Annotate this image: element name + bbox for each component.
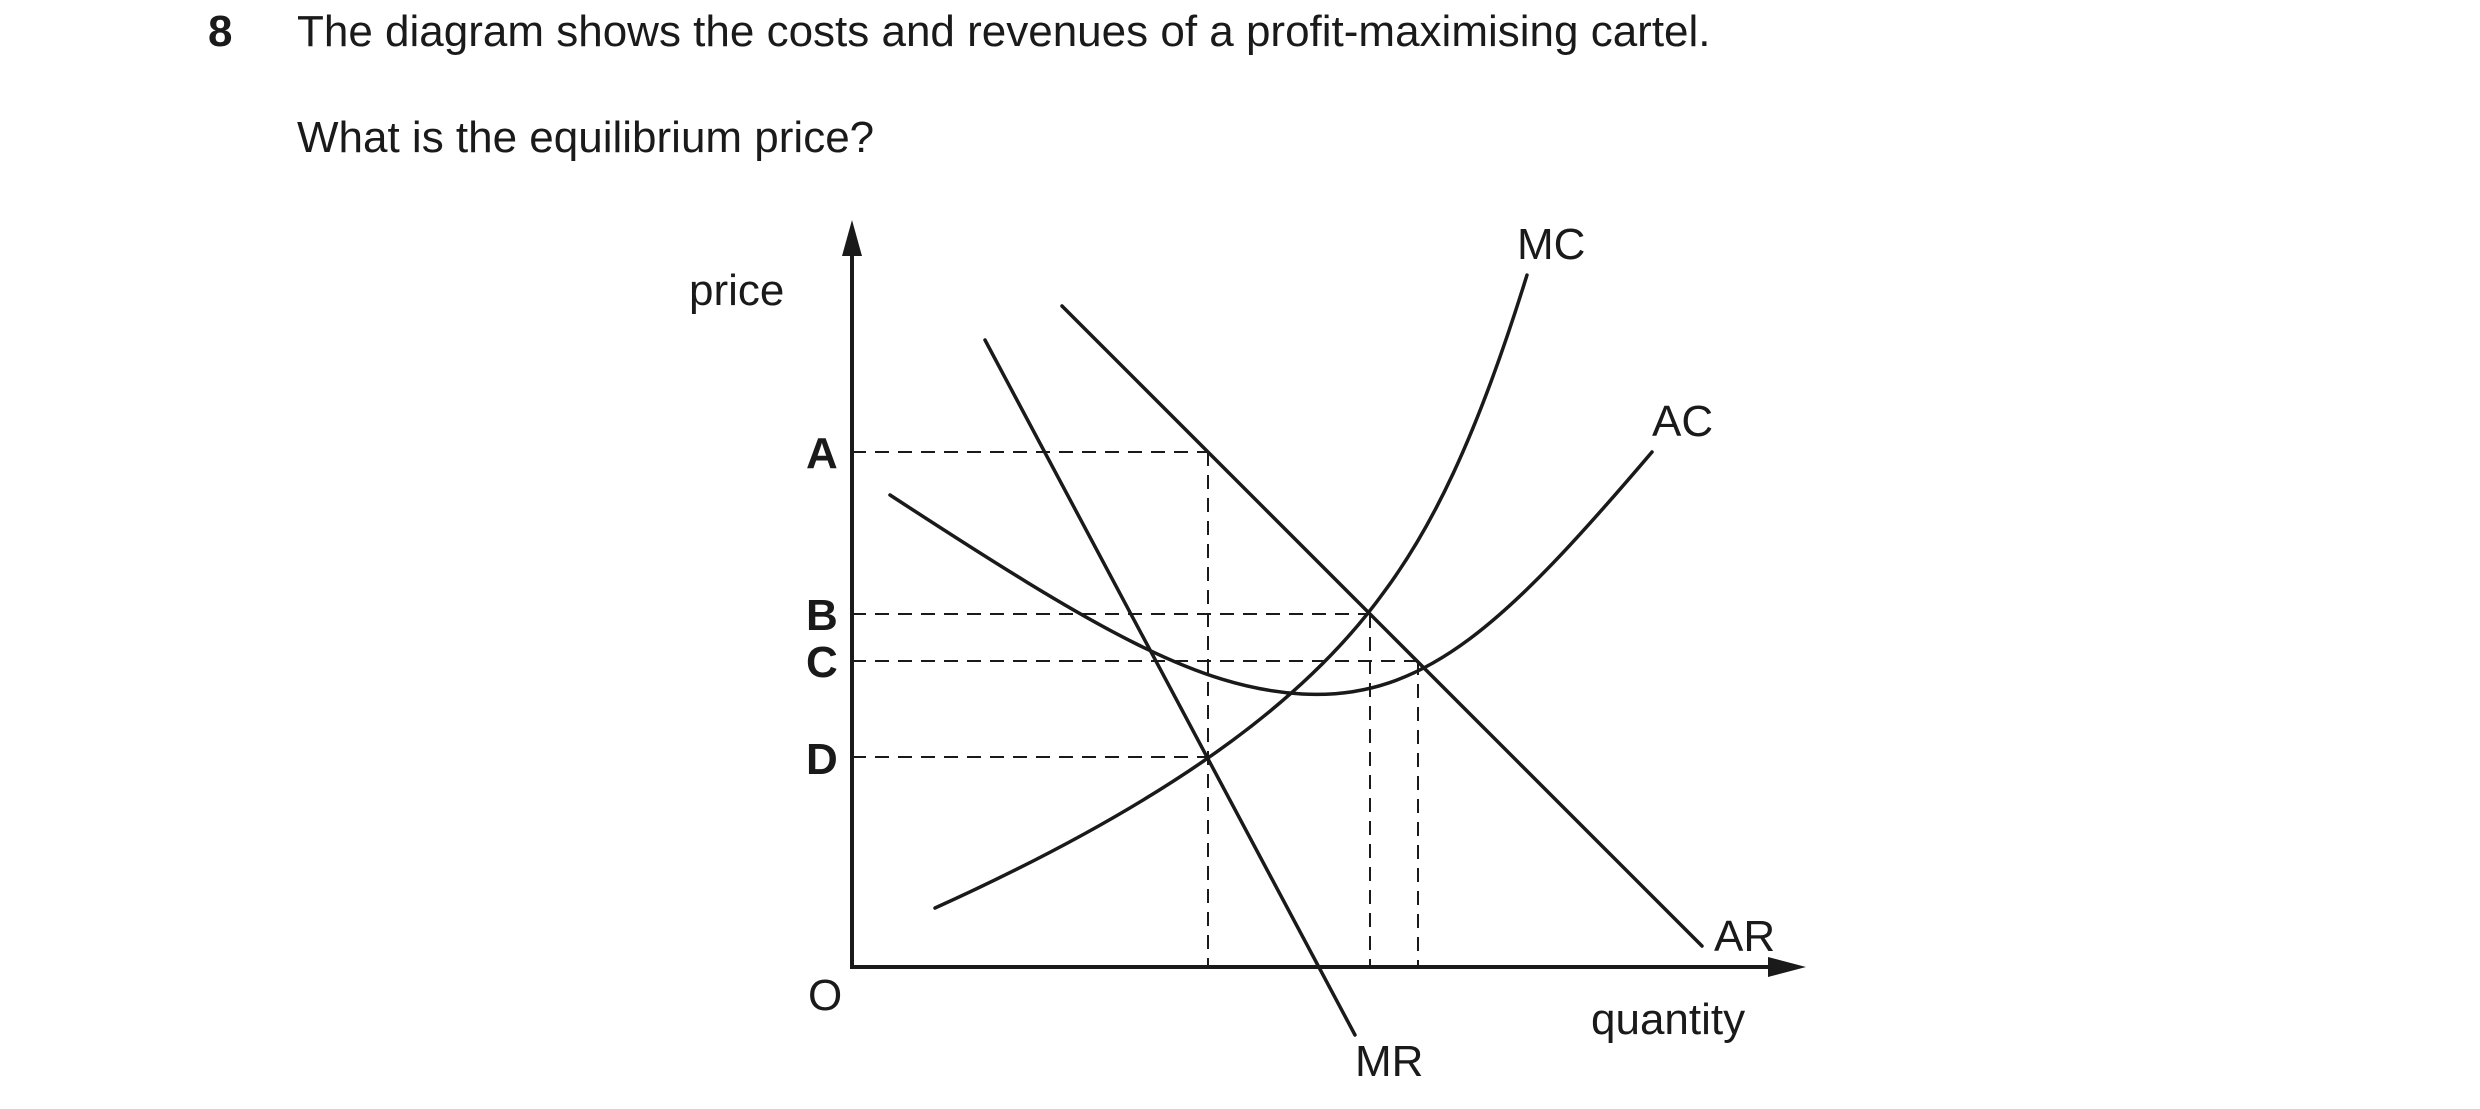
mr-curve <box>983 338 1357 1037</box>
x-axis-arrow <box>1768 957 1806 977</box>
ac-label: AC <box>1652 397 1713 446</box>
price-label-a: A <box>806 429 838 478</box>
price-label-b: B <box>806 591 838 640</box>
guide-lines <box>852 451 1419 965</box>
mr-label: MR <box>1355 1037 1423 1086</box>
ar-label: AR <box>1714 912 1775 961</box>
question-number: 8 <box>208 7 233 56</box>
labels: price quantity O A B C D MC AC AR MR <box>689 220 1775 1086</box>
x-axis-label: quantity <box>1591 995 1745 1044</box>
y-axis-arrow <box>842 220 862 256</box>
question-prompt: What is the equilibrium price? <box>297 113 875 162</box>
price-label-c: C <box>806 638 838 687</box>
mc-label: MC <box>1517 220 1585 269</box>
origin-label: O <box>808 971 842 1020</box>
ac-curve <box>888 450 1654 697</box>
axes <box>842 220 1806 977</box>
curves <box>888 273 1704 1037</box>
question-text: The diagram shows the costs and revenues… <box>297 7 1711 56</box>
mc-curve <box>933 273 1529 910</box>
ar-curve <box>1060 304 1704 948</box>
price-label-d: D <box>806 735 838 784</box>
y-axis-label: price <box>689 266 784 315</box>
